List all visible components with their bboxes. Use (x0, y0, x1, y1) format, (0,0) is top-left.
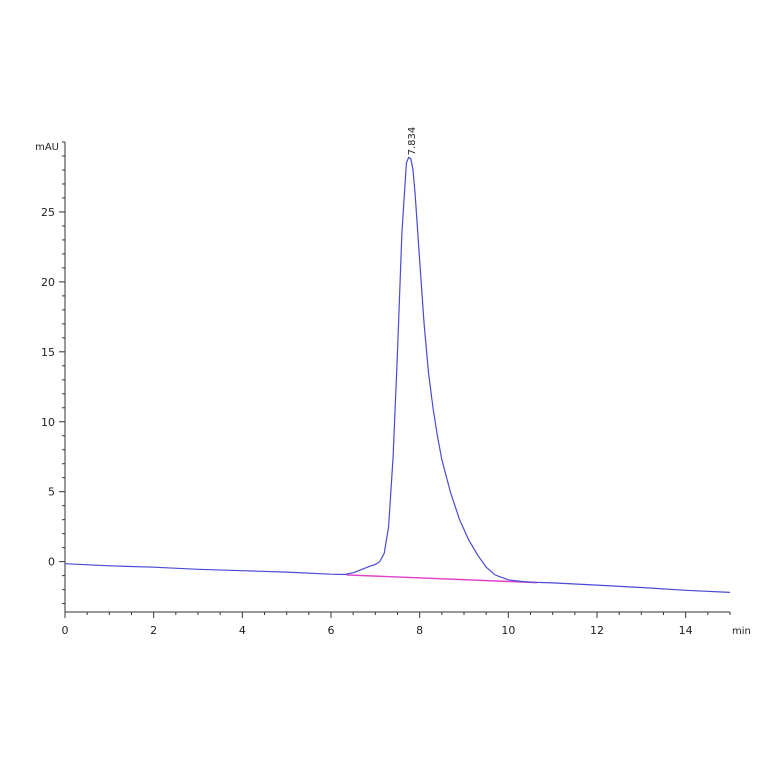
peak-retention-time-label: 7.834 (407, 127, 418, 156)
x-tick-label: 10 (501, 624, 515, 637)
axes (64, 142, 730, 613)
signal-series-line (64, 156, 731, 593)
y-tick-label: 25 (41, 206, 55, 219)
y-tick-label: 5 (48, 486, 55, 499)
y-axis-unit-label: mAU (35, 142, 59, 153)
x-tick-label: 6 (328, 624, 335, 637)
y-tick-label: 10 (41, 416, 55, 429)
y-tick-label: 15 (41, 346, 55, 359)
x-tick-label: 0 (62, 624, 69, 637)
x-tick-label: 8 (416, 624, 423, 637)
x-tick-label: 14 (679, 624, 693, 637)
integration-baseline (346, 574, 538, 584)
y-tick-label: 20 (41, 276, 55, 289)
x-tick-label: 12 (590, 624, 604, 637)
x-axis-unit-label: min (732, 626, 751, 637)
x-tick-label: 2 (150, 624, 157, 637)
x-axis-ticks: 0 2 4 6 8 10 12 14 (62, 612, 731, 637)
y-tick-label: 0 (48, 556, 55, 569)
y-axis-ticks: 0 5 10 15 20 25 (41, 141, 65, 605)
x-tick-label: 4 (239, 624, 246, 637)
